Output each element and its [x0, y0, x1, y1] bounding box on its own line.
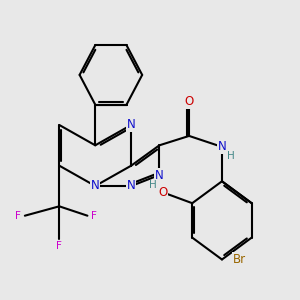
Text: N: N: [127, 118, 136, 131]
Text: N: N: [91, 179, 100, 193]
Text: O: O: [158, 186, 167, 199]
Text: H: H: [227, 151, 235, 160]
Text: Br: Br: [232, 253, 246, 266]
Text: O: O: [184, 95, 194, 108]
Text: N: N: [218, 140, 226, 153]
Text: N: N: [127, 179, 136, 193]
Text: F: F: [15, 211, 21, 221]
Text: F: F: [56, 241, 62, 251]
Text: F: F: [92, 211, 97, 221]
Text: H: H: [149, 180, 157, 190]
Text: N: N: [155, 169, 164, 182]
